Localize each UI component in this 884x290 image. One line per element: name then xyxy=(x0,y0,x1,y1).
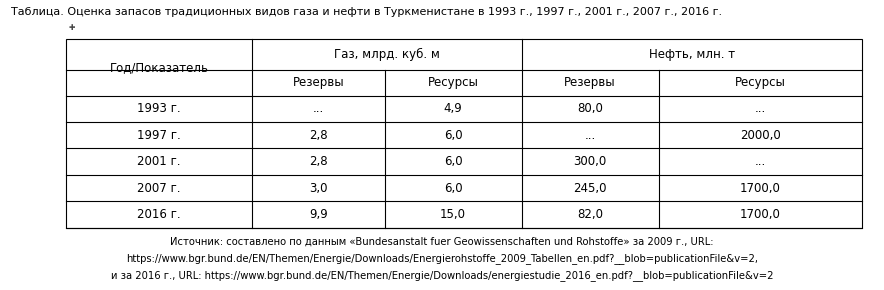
Text: 1997 г.: 1997 г. xyxy=(137,129,181,142)
Text: ✚: ✚ xyxy=(69,23,75,32)
Text: 2007 г.: 2007 г. xyxy=(137,182,181,195)
Text: 6,0: 6,0 xyxy=(444,182,462,195)
Text: Ресурсы: Ресурсы xyxy=(428,77,478,90)
Text: Ресурсы: Ресурсы xyxy=(735,77,786,90)
Text: 6,0: 6,0 xyxy=(444,155,462,168)
Text: ...: ... xyxy=(313,102,324,115)
Text: 245,0: 245,0 xyxy=(574,182,606,195)
Text: 1993 г.: 1993 г. xyxy=(137,102,181,115)
Text: 2000,0: 2000,0 xyxy=(740,129,781,142)
Text: Резервы: Резервы xyxy=(293,77,344,90)
Text: и за 2016 г., URL: https://www.bgr.bund.de/EN/Themen/Energie/Downloads/energiest: и за 2016 г., URL: https://www.bgr.bund.… xyxy=(110,270,774,281)
Text: https://www.bgr.bund.de/EN/Themen/Energie/Downloads/Energierohstoffe_2009_Tabell: https://www.bgr.bund.de/EN/Themen/Energi… xyxy=(126,253,758,264)
Text: Год/Показатель: Год/Показатель xyxy=(110,61,209,74)
Text: 6,0: 6,0 xyxy=(444,129,462,142)
Text: Резервы: Резервы xyxy=(564,77,616,90)
Text: 2,8: 2,8 xyxy=(309,155,328,168)
Text: ...: ... xyxy=(584,129,596,142)
Text: 4,9: 4,9 xyxy=(444,102,462,115)
Text: Нефть, млн. т: Нефть, млн. т xyxy=(649,48,735,61)
Text: 1700,0: 1700,0 xyxy=(740,182,781,195)
Text: 1700,0: 1700,0 xyxy=(740,208,781,221)
Text: 3,0: 3,0 xyxy=(309,182,327,195)
Text: 80,0: 80,0 xyxy=(577,102,603,115)
Text: 2001 г.: 2001 г. xyxy=(137,155,181,168)
Text: 300,0: 300,0 xyxy=(574,155,606,168)
Text: Таблица. Оценка запасов традиционных видов газа и нефти в Туркменистане в 1993 г: Таблица. Оценка запасов традиционных вид… xyxy=(11,7,721,17)
Text: 2016 г.: 2016 г. xyxy=(137,208,181,221)
Text: 82,0: 82,0 xyxy=(577,208,603,221)
Text: 9,9: 9,9 xyxy=(309,208,328,221)
Text: 15,0: 15,0 xyxy=(440,208,466,221)
Text: Газ, млрд. куб. м: Газ, млрд. куб. м xyxy=(334,48,439,61)
Text: 2,8: 2,8 xyxy=(309,129,328,142)
Text: ...: ... xyxy=(755,102,766,115)
Text: Источник: составлено по данным «Bundesanstalt fuer Geowissenschaften und Rohstof: Источник: составлено по данным «Bundesan… xyxy=(171,236,713,246)
Text: ...: ... xyxy=(755,155,766,168)
